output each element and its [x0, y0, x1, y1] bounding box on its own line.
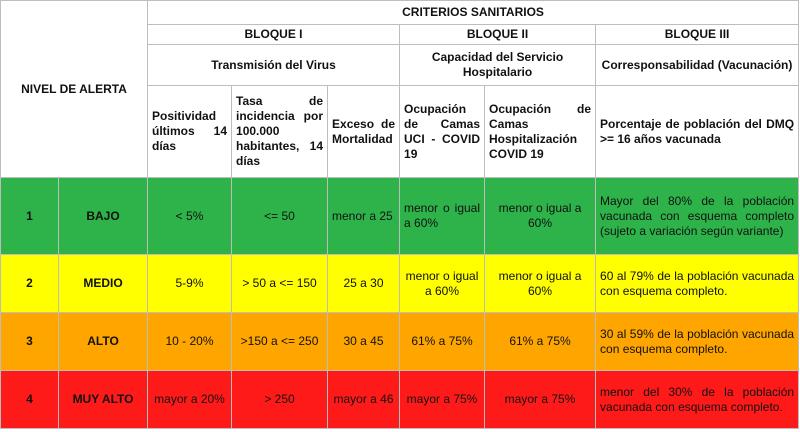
cell-tasa: > 250 [231, 370, 329, 429]
nivel-alerta-header: NIVEL DE ALERTA [0, 0, 149, 178]
row-level: BAJO [57, 177, 149, 255]
row-level: MEDIO [57, 254, 149, 313]
cell-tasa: <= 50 [231, 177, 329, 255]
col-tasa-incidencia: Tasa de incidencia por 100.000 habitante… [231, 85, 329, 178]
cell-uci: menor o igual a 60% [399, 254, 486, 313]
cell-positividad: < 5% [147, 177, 233, 255]
cell-hospitalizacion: menor o igual a 60% [484, 254, 597, 313]
cell-mortalidad: 25 a 30 [327, 254, 401, 313]
cell-tasa: >150 a <= 250 [231, 312, 329, 371]
cell-hospitalizacion: mayor a 75% [484, 370, 597, 429]
table-row: 1 BAJO < 5% <= 50 menor a 25 menor o igu… [0, 177, 800, 255]
row-number: 4 [0, 370, 59, 429]
block-2-subtitle: Capacidad del Servicio Hospitalario [399, 44, 597, 86]
cell-hospitalizacion: 61% a 75% [484, 312, 597, 371]
cell-tasa: > 50 a <= 150 [231, 254, 329, 313]
row-number: 2 [0, 254, 59, 313]
cell-uci: menor o igual a 60% [399, 177, 486, 255]
col-ocupacion-uci: Ocupación de Camas UCI - COVID 19 [399, 85, 486, 178]
cell-mortalidad: 30 a 45 [327, 312, 401, 371]
criterios-header: CRITERIOS SANITARIOS [147, 0, 800, 25]
col-vacunacion: Porcentaje de población del DMQ >= 16 añ… [595, 85, 800, 178]
cell-vacunacion: Mayor del 80% de la población vacunada c… [595, 177, 800, 255]
col-exceso-mortalidad: Exceso de Mortalidad [327, 85, 401, 178]
table-row: 4 MUY ALTO mayor a 20% > 250 mayor a 46 … [0, 370, 800, 429]
cell-uci: 61% a 75% [399, 312, 486, 371]
cell-vacunacion: menor del 30% de la población vacunada c… [595, 370, 800, 429]
cell-uci: mayor a 75% [399, 370, 486, 429]
block-3-title: BLOQUE III [595, 24, 800, 45]
col-ocupacion-hospitalizacion: Ocupación de Camas Hospitalización COVID… [484, 85, 597, 178]
table-row: 3 ALTO 10 - 20% >150 a <= 250 30 a 45 61… [0, 312, 800, 371]
cell-positividad: 5-9% [147, 254, 233, 313]
row-level: ALTO [57, 312, 149, 371]
block-1-subtitle: Transmisión del Virus [147, 44, 401, 86]
cell-positividad: mayor a 20% [147, 370, 233, 429]
cell-mortalidad: mayor a 46 [327, 370, 401, 429]
row-level: MUY ALTO [57, 370, 149, 429]
block-1-title: BLOQUE I [147, 24, 401, 45]
cell-vacunacion: 60 al 79% de la población vacunada con e… [595, 254, 800, 313]
cell-hospitalizacion: menor o igual a 60% [484, 177, 597, 255]
block-3-subtitle: Corresponsabilidad (Vacunación) [595, 44, 800, 86]
table-row: 2 MEDIO 5-9% > 50 a <= 150 25 a 30 menor… [0, 254, 800, 313]
row-number: 1 [0, 177, 59, 255]
block-2-title: BLOQUE II [399, 24, 597, 45]
row-number: 3 [0, 312, 59, 371]
col-positividad: Positividad últimos 14 días [147, 85, 233, 178]
cell-mortalidad: menor a 25 [327, 177, 401, 255]
cell-positividad: 10 - 20% [147, 312, 233, 371]
cell-vacunacion: 30 al 59% de la población vacunada con e… [595, 312, 800, 371]
